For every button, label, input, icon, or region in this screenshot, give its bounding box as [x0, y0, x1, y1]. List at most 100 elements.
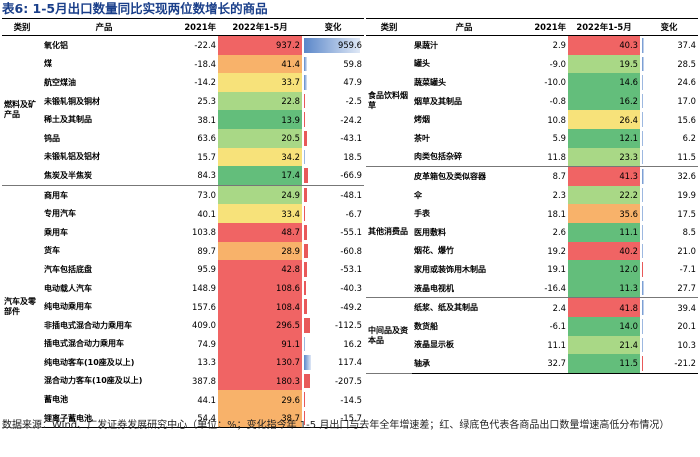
value-2022-cell: 17.4	[218, 166, 302, 186]
change-value: 10.3	[677, 339, 696, 350]
change-cell: -55.1	[302, 223, 364, 242]
value-2022-cell: 11.5	[568, 354, 640, 374]
value-2021-cell: -22.4	[194, 40, 216, 51]
value-2021-cell: 19.1	[547, 264, 566, 275]
change-cell: 8.5	[640, 223, 698, 242]
value-2022-cell: 20.5	[218, 128, 302, 148]
change-value: 17.5	[677, 208, 696, 219]
change-bar	[304, 168, 308, 183]
change-value: 18.5	[343, 151, 362, 162]
value-2021-cell: 40.1	[197, 208, 216, 219]
table-row: 焦炭及半焦炭 84.3 17.4 -66.9	[2, 166, 364, 186]
value-2021-cell: 18.1	[547, 208, 566, 219]
change-bar	[304, 410, 305, 426]
header-category-right: 类别	[366, 18, 412, 36]
value-2021-cell: 89.7	[197, 245, 216, 256]
product-cell: 液晶电视机	[412, 278, 516, 299]
value-2021-cell: 148.9	[192, 283, 216, 294]
product-cell: 罐头	[414, 59, 430, 69]
value-2021-cell: -9.0	[549, 58, 566, 69]
category-cell: 汽车及零部件	[2, 185, 42, 429]
change-cell: 10.3	[640, 336, 698, 355]
change-cell: -207.5	[302, 372, 364, 391]
value-2022-cell: 33.7	[218, 73, 302, 92]
change-bar	[304, 280, 307, 296]
table-row: 中间品及资本品 纸浆、纸及其制品 2.4 41.8 39.4	[366, 297, 698, 374]
change-value: -2.5	[345, 96, 362, 107]
table-row: 混合动力客车(10座及以上) 387.8 180.3 -207.5	[2, 371, 364, 391]
value-2021-cell: 73.0	[197, 190, 216, 201]
change-cell: 59.8	[302, 55, 364, 74]
change-cell: 19.9	[640, 186, 698, 205]
table-row: 罐头 -9.0 19.5 28.5	[366, 54, 698, 74]
table-row: 其他消费品 皮革箱包及类似容器 8.7 41.3 32.6	[366, 166, 698, 299]
value-2021-cell: 157.6	[192, 301, 216, 312]
table-row: 电动载人汽车 148.9 108.6 -40.3	[2, 278, 364, 298]
change-value: -49.2	[340, 301, 362, 312]
product-cell: 汽车包括底盘	[44, 264, 92, 274]
product-cell: 锂离子蓄电池	[42, 408, 166, 429]
left-table: 类别 产品 2021年 2022年1-5月 变化 燃料及矿产品 氧化铝 -22.4 9…	[2, 18, 364, 429]
value-2022-cell: 937.2	[218, 35, 302, 55]
header-2022-right: 2022年1-5月	[568, 18, 640, 36]
change-cell: 17.5	[640, 204, 698, 223]
product-cell: 纯电动乘用车	[44, 302, 92, 312]
change-bar	[642, 280, 644, 296]
change-cell: 16.2	[302, 335, 364, 354]
change-bar	[304, 224, 308, 240]
change-value: -7.1	[679, 264, 696, 275]
table-title: 表6: 1-5月出口数量同比实现两位数增长的商品	[2, 1, 268, 16]
change-cell: -49.2	[302, 297, 364, 316]
change-cell: -21.2	[640, 354, 698, 374]
product-cell: 肉类包括杂碎	[412, 147, 516, 168]
product-cell: 焦炭及半焦炭	[42, 166, 166, 186]
change-value: 11.5	[677, 151, 696, 162]
change-cell: -24.2	[302, 110, 364, 129]
category-cell: 燃料及矿产品	[2, 35, 42, 186]
product-cell: 商用车	[44, 190, 68, 200]
change-bar	[304, 149, 306, 165]
value-2022-cell: 26.4	[568, 110, 640, 129]
change-bar	[304, 317, 310, 333]
product-cell: 电动载人汽车	[44, 283, 92, 293]
change-value: -66.9	[340, 170, 362, 181]
value-2021-cell: 2.3	[552, 190, 566, 201]
change-bar	[304, 336, 305, 352]
change-cell: 959.6	[302, 36, 364, 55]
change-cell: 17.0	[640, 92, 698, 111]
product-cell: 插电式混合动力乘用车	[44, 339, 124, 349]
change-value: -24.2	[340, 114, 362, 125]
change-value: -48.1	[340, 190, 362, 201]
table-row: 医用敷料 2.6 11.1 8.5	[366, 222, 698, 242]
change-bar	[304, 130, 307, 146]
category-cell: 中间品及资本品	[366, 297, 412, 374]
table-row: 燃料及矿产品 氧化铝 -22.4 937.2 959.6	[2, 35, 364, 186]
value-2022-cell: 40.2	[568, 241, 640, 261]
change-bar	[304, 206, 305, 221]
table-row: 烟花、爆竹 19.2 40.2 21.0	[366, 241, 698, 261]
value-2021-cell: 15.7	[197, 151, 216, 162]
value-2021-cell: 8.7	[552, 171, 566, 182]
value-2021-cell: 95.9	[197, 264, 216, 275]
value-2021-cell: 5.9	[552, 133, 566, 144]
change-cell: 47.9	[302, 73, 364, 92]
product-cell: 伞	[414, 190, 422, 200]
change-bar	[642, 337, 643, 353]
change-bar	[642, 356, 644, 371]
change-cell: -66.9	[302, 166, 364, 186]
change-cell: -40.3	[302, 279, 364, 298]
change-bar	[304, 243, 308, 259]
table-row: 插电式混合动力乘用车 74.9 91.1 16.2	[2, 334, 364, 354]
change-value: -55.1	[340, 227, 362, 238]
change-bar	[304, 75, 307, 90]
value-2022-cell: 22.8	[218, 91, 302, 111]
change-cell: -2.5	[302, 92, 364, 111]
value-2021-cell: 54.4	[166, 408, 218, 429]
product-cell: 蓄电池	[44, 395, 68, 405]
value-2021-cell: -0.8	[549, 96, 566, 107]
change-value: -53.1	[340, 264, 362, 275]
value-2021-cell: 409.0	[192, 320, 216, 331]
change-value: 20.1	[677, 321, 696, 332]
value-2021-cell: 74.9	[197, 338, 216, 349]
product-cell: 钨品	[44, 133, 60, 143]
